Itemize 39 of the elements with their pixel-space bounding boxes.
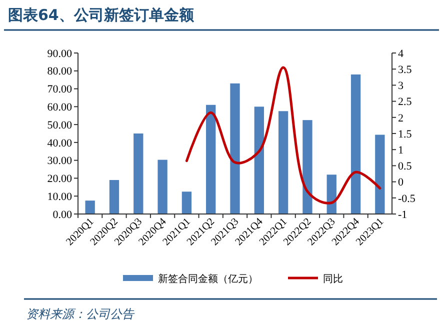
y-tick-label: 40.00 bbox=[47, 137, 72, 150]
legend-label: 同比 bbox=[323, 273, 343, 285]
bar bbox=[302, 120, 312, 214]
y2-tick-label: 3.5 bbox=[398, 64, 412, 76]
y-tick-label: 90.00 bbox=[47, 48, 72, 60]
y-tick-label: 30.00 bbox=[47, 155, 72, 168]
text: 资料来源：公司公告 bbox=[26, 307, 135, 321]
legend-label: 新签合同金额（亿元） bbox=[158, 273, 258, 285]
y2-tick-label: 0 bbox=[398, 176, 404, 189]
line-series bbox=[185, 66, 382, 204]
bar bbox=[350, 74, 361, 214]
y-tick-label: 10.00 bbox=[47, 190, 72, 203]
bar bbox=[254, 106, 264, 214]
y2-tick-label: 0.5 bbox=[398, 160, 412, 173]
bar bbox=[230, 83, 240, 214]
bar bbox=[85, 200, 95, 214]
bar bbox=[134, 134, 144, 214]
bar bbox=[182, 192, 192, 214]
y-tick-label: 0.00 bbox=[52, 208, 72, 221]
y-tick-label: 50.00 bbox=[47, 119, 72, 132]
bar bbox=[206, 104, 216, 214]
y2-tick-label: 4 bbox=[398, 48, 404, 60]
y-tick-label: 70.00 bbox=[47, 84, 72, 96]
bar bbox=[326, 174, 336, 214]
y-tick-label: 60.00 bbox=[47, 102, 72, 114]
bar bbox=[375, 134, 385, 214]
y-tick-label: 20.00 bbox=[47, 173, 72, 186]
bar bbox=[109, 180, 120, 214]
y2-tick-label: 3 bbox=[398, 80, 404, 92]
y2-tick-label: 2.5 bbox=[398, 96, 412, 108]
y2-tick-label: 1.5 bbox=[398, 128, 412, 140]
bar bbox=[158, 160, 168, 214]
y2-tick-label: -1 bbox=[398, 208, 408, 221]
y-tick-label: 80.00 bbox=[47, 66, 72, 78]
chart-title: 图表64、公司新签订单金额 bbox=[8, 6, 195, 24]
y2-tick-label: 1 bbox=[398, 144, 404, 156]
y2-tick-label: -0.5 bbox=[398, 192, 416, 205]
y2-tick-label: 2 bbox=[398, 112, 404, 124]
bar bbox=[278, 111, 288, 214]
